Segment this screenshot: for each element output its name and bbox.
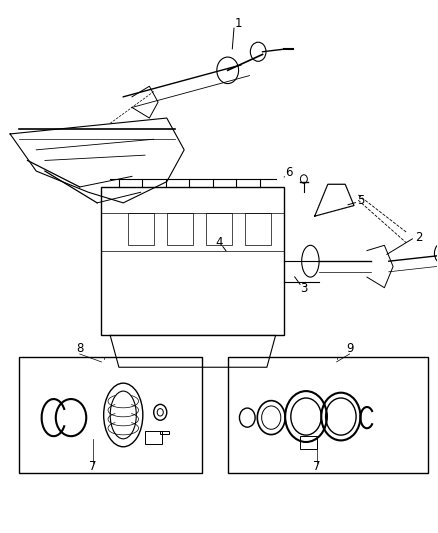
Text: 6: 6 <box>285 166 293 179</box>
Bar <box>102 187 284 335</box>
Bar <box>300 436 317 449</box>
Bar <box>228 357 428 473</box>
Text: 5: 5 <box>357 193 364 207</box>
Text: 3: 3 <box>300 282 307 295</box>
Polygon shape <box>315 184 354 216</box>
Text: 9: 9 <box>346 342 353 355</box>
Bar <box>19 357 201 473</box>
Text: 2: 2 <box>416 231 423 244</box>
Text: 1: 1 <box>235 17 242 30</box>
Bar <box>127 214 154 245</box>
Bar <box>145 431 162 444</box>
Bar <box>167 214 193 245</box>
Text: 4: 4 <box>215 236 223 249</box>
Bar <box>160 431 169 433</box>
Text: 7: 7 <box>89 461 96 473</box>
Bar <box>245 214 271 245</box>
Bar <box>206 214 232 245</box>
Text: 8: 8 <box>76 342 83 355</box>
Text: 7: 7 <box>313 461 321 473</box>
